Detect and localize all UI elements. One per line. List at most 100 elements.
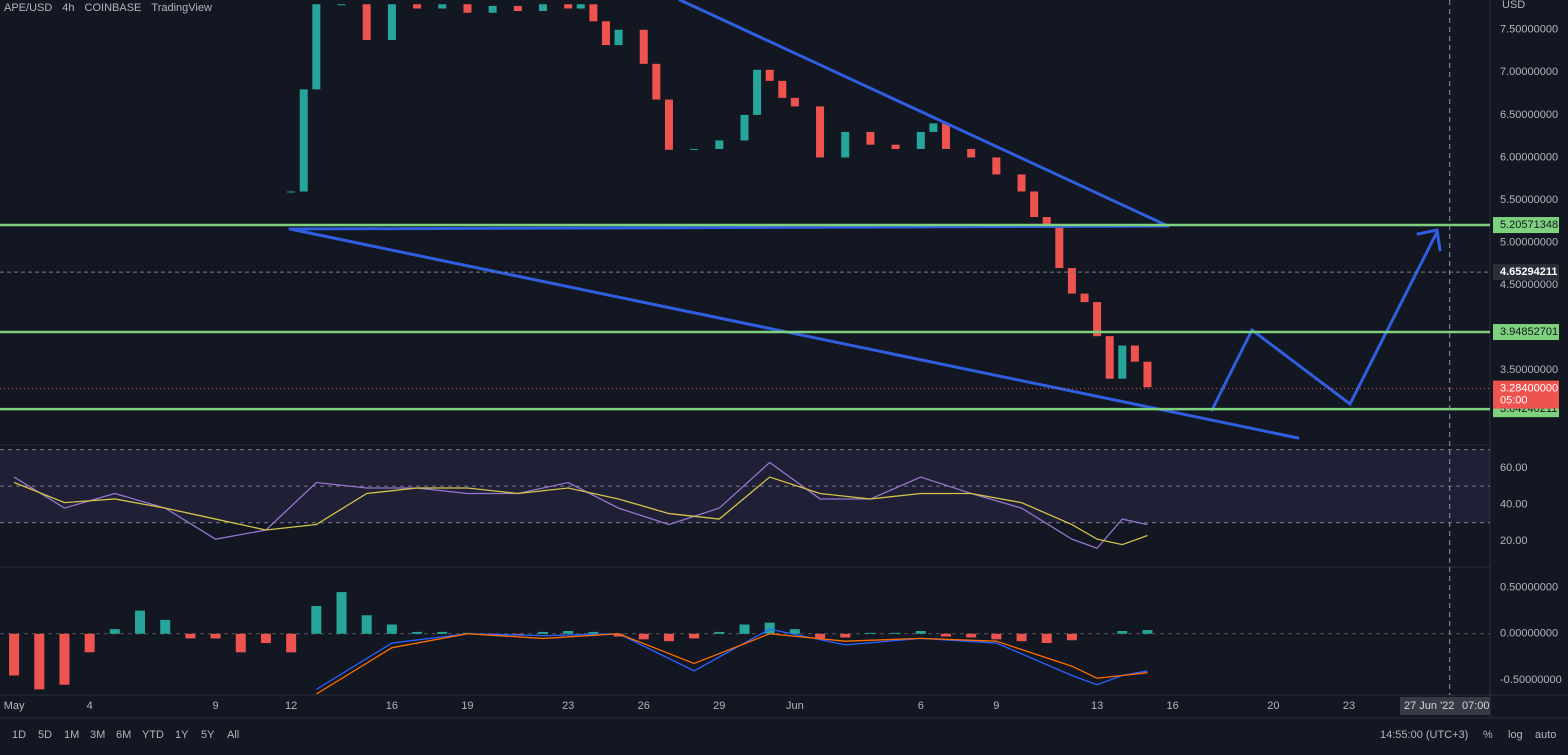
- histogram-bar: [260, 633, 271, 644]
- range-button[interactable]: 5Y: [201, 729, 215, 741]
- symbol-title: APE/USD 4h COINBASE TradingView: [4, 2, 212, 14]
- y-tick-label: 7.50000000: [1500, 24, 1558, 36]
- y-tick-label: 60.00: [1500, 462, 1528, 474]
- candle: [715, 140, 724, 149]
- x-tick-label: 19: [461, 700, 473, 712]
- level-tag: [1493, 324, 1559, 341]
- candle: [740, 114, 749, 141]
- y-tick-label: 3.50000000: [1500, 364, 1558, 376]
- range-button[interactable]: 1M: [64, 729, 79, 741]
- candle: [564, 4, 573, 9]
- histogram-bar: [689, 633, 700, 639]
- histogram-bar: [638, 633, 649, 640]
- histogram-bar: [59, 633, 70, 685]
- x-tick-label: 26: [638, 700, 650, 712]
- y-tick-label: 0.00000000: [1500, 628, 1558, 640]
- currency[interactable]: USD: [1502, 0, 1525, 11]
- x-tick-label: 20: [1267, 700, 1279, 712]
- crosshair-time: 07:00: [1462, 700, 1490, 712]
- histogram-bar: [613, 633, 624, 637]
- histogram-bar: [865, 632, 876, 634]
- last-price-tag: [1493, 380, 1559, 409]
- x-tick-label: 23: [562, 700, 574, 712]
- candle: [614, 29, 623, 46]
- y-tick-label: 20.00: [1500, 535, 1528, 547]
- level-label: 3.94852701: [1500, 326, 1558, 338]
- y-tick-label: 40.00: [1500, 498, 1528, 510]
- y-tick-label: 6.00000000: [1500, 151, 1558, 163]
- histogram-bar: [764, 622, 775, 634]
- histogram-bar: [84, 633, 95, 653]
- candle: [891, 144, 900, 149]
- trend-line: [288, 224, 1170, 231]
- candle: [488, 5, 497, 13]
- histogram-bar: [966, 633, 977, 638]
- candle: [413, 4, 422, 9]
- candle: [992, 157, 1001, 175]
- histogram-bar: [1016, 633, 1027, 642]
- arrow-head: [1416, 228, 1442, 252]
- drawings: [288, 0, 1442, 440]
- candle: [1030, 191, 1039, 218]
- candle: [967, 148, 976, 158]
- histogram-bar: [563, 631, 574, 634]
- histogram-bar: [412, 631, 423, 634]
- candle: [1055, 225, 1064, 269]
- candle: [601, 21, 610, 46]
- histogram-bar: [789, 629, 800, 634]
- candle: [576, 4, 585, 9]
- percent-toggle[interactable]: %: [1483, 729, 1493, 741]
- histogram-bar: [991, 633, 1002, 640]
- crosshair-date: 27 Jun '22: [1404, 700, 1454, 712]
- candle: [337, 4, 346, 6]
- log-toggle[interactable]: log: [1508, 729, 1523, 741]
- candle: [1143, 361, 1152, 388]
- rsi-line: [13, 476, 1148, 546]
- exchange: COINBASE: [85, 2, 142, 14]
- histogram-bar: [940, 633, 951, 637]
- histogram-bar: [210, 633, 221, 639]
- histogram-bar: [160, 619, 171, 634]
- histogram-bar: [1041, 633, 1052, 644]
- range-button[interactable]: 1D: [12, 729, 26, 741]
- projection-arrow: [1210, 230, 1439, 412]
- y-tick-label: 7.00000000: [1500, 66, 1558, 78]
- histogram-bar: [588, 631, 599, 634]
- average-tag: [1493, 264, 1559, 281]
- range-button[interactable]: 3M: [90, 729, 105, 741]
- interval: 4h: [62, 2, 74, 14]
- candle: [362, 4, 371, 41]
- candle: [387, 4, 396, 41]
- clock: 14:55:00 (UTC+3): [1380, 729, 1468, 741]
- range-button[interactable]: 1Y: [175, 729, 189, 741]
- histogram-bar: [1117, 631, 1128, 634]
- level-tag: [1493, 217, 1559, 234]
- candle: [790, 97, 799, 107]
- y-tick-label: 5.00000000: [1500, 236, 1558, 248]
- x-tick-label: 16: [386, 700, 398, 712]
- histogram-bar: [714, 631, 725, 634]
- candle: [690, 148, 699, 150]
- level-label: 5.20571348: [1500, 219, 1558, 231]
- x-tick-label: 4: [87, 700, 93, 712]
- range-button[interactable]: All: [227, 729, 239, 741]
- range-button[interactable]: 6M: [116, 729, 131, 741]
- y-tick-label: 6.50000000: [1500, 109, 1558, 121]
- last-price-label: 3.28400000: [1500, 383, 1558, 395]
- symbol: APE/USD: [4, 2, 52, 14]
- average-label: 4.65294211: [1500, 266, 1558, 278]
- y-tick-label: 0.50000000: [1500, 581, 1558, 593]
- candle: [1105, 336, 1114, 379]
- x-tick-label: Jun: [786, 700, 804, 712]
- candle: [841, 131, 850, 158]
- range-button[interactable]: 5D: [38, 729, 52, 741]
- histogram-bar: [386, 624, 397, 634]
- range-button[interactable]: YTD: [142, 729, 164, 741]
- candle: [664, 99, 673, 150]
- x-tick-label: 6: [918, 700, 924, 712]
- auto-toggle[interactable]: auto: [1535, 729, 1556, 741]
- x-tick-label: 29: [713, 700, 725, 712]
- candle: [1017, 174, 1026, 192]
- macd-line: [315, 633, 1148, 694]
- histogram-bar: [915, 631, 926, 634]
